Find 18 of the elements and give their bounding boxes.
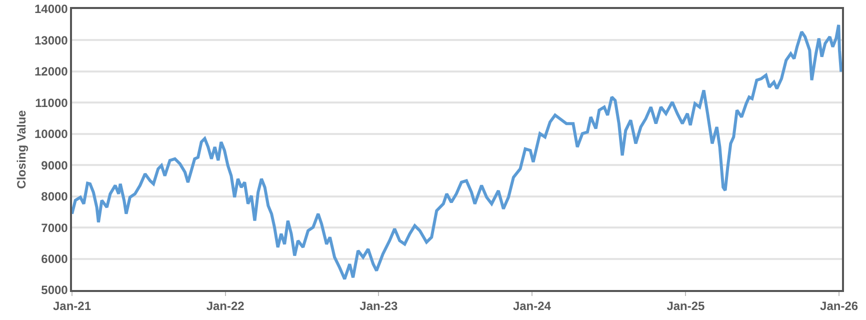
line-series	[72, 23, 842, 281]
y-tick-label: 9000	[41, 158, 68, 172]
y-tick-label: 8000	[41, 190, 68, 204]
y-tick-label: 11000	[35, 96, 68, 110]
y-axis-title: Closing Value	[14, 110, 28, 189]
x-tick-label: Jan-24	[512, 299, 552, 314]
y-tick-label: 12000	[34, 64, 68, 79]
x-tick-label: Jan-21	[52, 299, 92, 314]
y-tick-label: 7000	[41, 220, 68, 235]
x-tick-label: Jan-22	[206, 299, 245, 314]
y-tick-label: 5000	[41, 283, 68, 298]
x-tick-label: Jan-23	[360, 299, 398, 314]
y-tick-label: 6000	[41, 252, 68, 266]
x-tick-label: Jan-25	[666, 299, 706, 314]
y-tick-label: 10000	[34, 127, 68, 142]
x-tick-label: Jan-26	[820, 299, 858, 314]
y-tick-label: 13000	[34, 33, 68, 48]
y-tick-label: 14000	[34, 2, 68, 16]
